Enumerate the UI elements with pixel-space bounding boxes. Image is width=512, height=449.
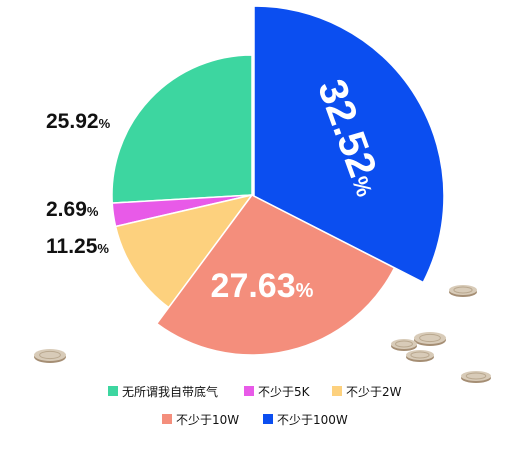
coin-decorations (34, 285, 491, 383)
pie-slices (111, 5, 445, 356)
legend-swatch (332, 386, 342, 396)
legend-swatch (108, 386, 118, 396)
coin-icon (406, 350, 434, 362)
legend-swatch (263, 414, 273, 424)
coin-icon (449, 285, 477, 297)
legend-label: 不少于10W (176, 413, 239, 427)
pie-slice-不少于10W (155, 194, 396, 356)
legend-label: 不少于5K (258, 385, 311, 399)
legend-label: 无所谓我自带底气 (122, 384, 218, 399)
pie-slice-不少于100W (253, 5, 445, 284)
pie-slice-不少于2W (114, 193, 254, 309)
legend-label: 不少于100W (277, 413, 348, 427)
legend-swatch (244, 386, 254, 396)
legend: 无所谓我自带底气 不少于5K 不少于2W 不少于10W 不少于100W (108, 384, 402, 427)
data-label-不少于5K: 2.69% (46, 198, 99, 221)
legend-item-不少于2W: 不少于2W (332, 385, 402, 399)
coin-icon (461, 371, 491, 383)
legend-item-不少于100W: 不少于100W (263, 413, 348, 427)
data-label-不少于2W: 11.25% (46, 235, 109, 258)
data-label-无所谓我自带底气: 25.92% (46, 110, 111, 133)
pie-slice-无所谓我自带底气 (111, 54, 253, 204)
legend-swatch (162, 414, 172, 424)
coin-icon (414, 332, 446, 346)
coin-icon (34, 349, 66, 363)
legend-item-不少于10W: 不少于10W (162, 413, 239, 427)
legend-label: 不少于2W (346, 385, 402, 399)
legend-item-不少于5K: 不少于5K (244, 385, 311, 399)
legend-item-无所谓我自带底气: 无所谓我自带底气 (108, 384, 218, 399)
coin-icon (391, 339, 417, 351)
